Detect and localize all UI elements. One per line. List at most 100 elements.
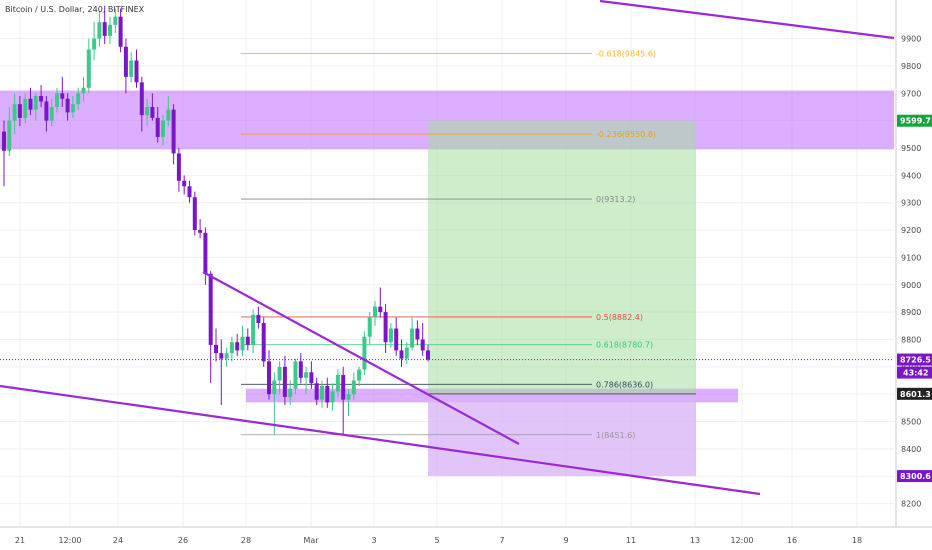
candle-body bbox=[187, 186, 192, 198]
candle-body bbox=[235, 342, 240, 351]
price-label-text: 8726.5 bbox=[900, 356, 931, 365]
candle-body bbox=[320, 385, 324, 400]
time-tick-label: 16 bbox=[787, 536, 797, 545]
countdown-label: 43:42 bbox=[903, 369, 928, 378]
price-tick-label: 8500 bbox=[901, 418, 921, 427]
countdown-box bbox=[897, 366, 932, 379]
price-tick-label: 9000 bbox=[901, 281, 921, 290]
candle-body bbox=[309, 372, 314, 384]
candle-body bbox=[171, 109, 176, 154]
candle-body bbox=[314, 383, 319, 400]
candle-body bbox=[118, 16, 123, 47]
price-axis[interactable]: 9900980097009600950094009300920091009000… bbox=[895, 0, 932, 527]
candles-layer bbox=[2, 5, 430, 436]
price-tick-label: 9800 bbox=[901, 62, 921, 71]
candle-body bbox=[123, 46, 128, 77]
price-tick-label: 8900 bbox=[901, 308, 921, 317]
fib-level-label: 0.618(8780.7) bbox=[596, 341, 653, 350]
candle-body bbox=[346, 394, 351, 400]
time-tick-label: 21 bbox=[15, 536, 25, 545]
candle-body bbox=[378, 306, 383, 313]
time-tick-label: 13 bbox=[690, 536, 700, 545]
candle-body bbox=[224, 353, 229, 359]
price-tick-label: 9300 bbox=[901, 199, 921, 208]
candle-body bbox=[39, 96, 44, 102]
candle-body bbox=[12, 104, 17, 121]
candle-body bbox=[44, 101, 49, 121]
long-position-tool[interactable] bbox=[428, 120, 696, 477]
time-tick-label: 9 bbox=[563, 536, 568, 545]
time-tick-label: 26 bbox=[178, 536, 188, 545]
candle-body bbox=[298, 361, 303, 378]
price-label-box bbox=[897, 353, 932, 366]
candle-body bbox=[17, 104, 22, 118]
candle-body bbox=[362, 336, 367, 370]
candle-body bbox=[367, 317, 372, 337]
candle-body bbox=[55, 93, 59, 107]
time-tick-label: 7 bbox=[499, 536, 504, 545]
price-label-text: 8300.6 bbox=[900, 472, 931, 481]
candle-body bbox=[394, 328, 399, 351]
candle-body bbox=[426, 350, 430, 360]
candle-body bbox=[330, 391, 335, 403]
trendlines-layer[interactable] bbox=[0, 0, 895, 496]
candle-body bbox=[251, 314, 256, 345]
time-tick-label: 12:00 bbox=[58, 536, 81, 545]
price-tick-label: 9700 bbox=[901, 89, 921, 98]
candle-body bbox=[145, 106, 150, 116]
time-tick-label: 12:00 bbox=[730, 536, 753, 545]
candle-body bbox=[113, 16, 118, 25]
price-tick-label: 9900 bbox=[901, 35, 921, 44]
time-tick-label: 5 bbox=[434, 536, 439, 545]
candle-body bbox=[139, 82, 144, 116]
price-tick-label: 8400 bbox=[901, 445, 921, 454]
candle-body bbox=[166, 109, 171, 121]
candle-body bbox=[404, 347, 409, 359]
candle-body bbox=[155, 117, 160, 138]
price-tick-label: 8800 bbox=[901, 335, 921, 344]
candle-body bbox=[415, 328, 420, 340]
time-axis-bg bbox=[0, 527, 932, 550]
fib-extension-tool[interactable]: -0.618(9845.6) -0.236(9550.8) 0(9313.2) 0.5… bbox=[241, 49, 656, 440]
position-target-area[interactable] bbox=[428, 120, 696, 394]
price-label-box bbox=[897, 114, 932, 127]
candle-body bbox=[373, 306, 377, 318]
candle-body bbox=[81, 87, 86, 94]
fib-level-label: -0.618(9845.6) bbox=[596, 49, 656, 58]
candle-body bbox=[65, 98, 70, 113]
candle-body bbox=[245, 336, 250, 345]
candle-body bbox=[267, 361, 271, 395]
upper-trendline[interactable] bbox=[599, 0, 895, 40]
lower-trendline[interactable] bbox=[0, 384, 761, 496]
candle-body bbox=[410, 328, 415, 348]
candle-body bbox=[49, 106, 54, 121]
price-tick-label: 9100 bbox=[901, 253, 921, 262]
candle-body bbox=[86, 49, 91, 88]
candle-body bbox=[7, 120, 12, 151]
descending-triangle-line[interactable] bbox=[202, 271, 520, 445]
candle-body bbox=[272, 380, 277, 395]
candle-body bbox=[150, 106, 155, 118]
candle-body bbox=[240, 336, 245, 351]
time-axis[interactable]: 21 12:00 24 26 28 Mar 3 5 7 9 11 13 12:00 16 18 bbox=[0, 526, 932, 550]
candle-body bbox=[335, 375, 340, 392]
candle-body bbox=[325, 385, 330, 403]
candle-body bbox=[229, 342, 234, 354]
price-tick-label: 9400 bbox=[901, 171, 921, 180]
candle-body bbox=[351, 380, 356, 395]
candle-body bbox=[203, 232, 208, 274]
price-label-text: 9599.7 bbox=[900, 117, 931, 126]
price-label-text: 8601.3 bbox=[900, 390, 931, 399]
time-tick-label: 3 bbox=[371, 536, 376, 545]
candle-body bbox=[399, 350, 404, 359]
fib-level-label: -0.236(9550.8) bbox=[596, 130, 656, 139]
price-label-box bbox=[897, 470, 932, 483]
fib-level-label: 0.786(8636.0) bbox=[596, 380, 653, 389]
price-tick-label: 9200 bbox=[901, 226, 921, 235]
price-label-box bbox=[897, 387, 932, 400]
time-tick-label: 18 bbox=[852, 536, 862, 545]
time-tick-label: 28 bbox=[241, 536, 251, 545]
candle-body bbox=[182, 180, 187, 187]
chart-title: Bitcoin / U.S. Dollar, 240, BITFINEX bbox=[5, 5, 145, 14]
